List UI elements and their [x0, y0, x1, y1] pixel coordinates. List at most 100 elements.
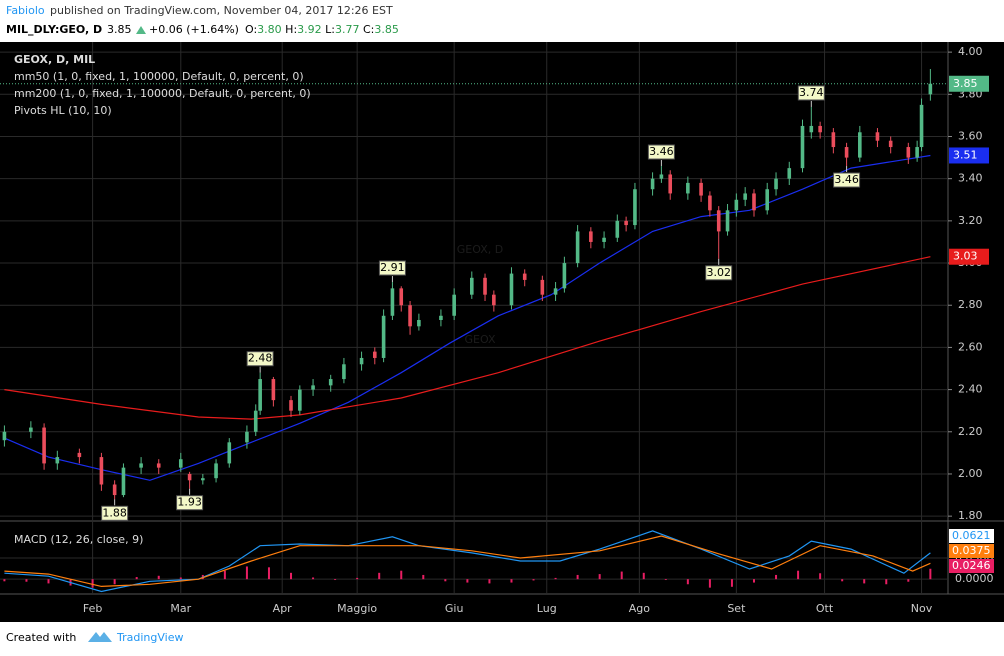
price-label-box	[949, 75, 989, 92]
histogram-bar	[267, 567, 270, 580]
histogram-bar	[752, 579, 755, 583]
candle-body	[589, 231, 593, 242]
candle-body	[686, 182, 690, 194]
pivot-label: 3.02	[706, 266, 731, 279]
ohlc-value: 3.77	[335, 23, 360, 36]
x-tick-label: Ago	[629, 602, 651, 615]
candle-body	[201, 478, 205, 481]
price-label: 3.03	[953, 250, 978, 263]
legend-title: GEOX, D, MIL	[14, 53, 95, 66]
legend-entry: Pivots HL (10, 10)	[14, 104, 112, 117]
y-tick-label: 4.00	[958, 45, 983, 58]
histogram-bar	[444, 579, 447, 582]
candle-body	[540, 279, 545, 295]
pivot-box	[797, 85, 825, 101]
candle-body	[381, 315, 386, 358]
ohlc-label: H:	[285, 23, 297, 36]
pivot-label: 1.93	[177, 496, 202, 509]
histogram-bar	[157, 575, 160, 580]
candle-body	[112, 484, 117, 496]
ohlc-label: L:	[325, 23, 335, 36]
candle-body	[668, 174, 673, 194]
histogram-bar	[312, 577, 315, 580]
candle-body	[743, 193, 747, 200]
x-tick-label: Apr	[273, 602, 293, 615]
pivot-box	[101, 505, 129, 521]
chart-area	[0, 42, 1004, 622]
candle-body	[469, 277, 474, 295]
watermark: GEOX, D	[457, 243, 503, 256]
candle-body	[245, 431, 249, 443]
symbol: MIL_DLY:GEO, D	[6, 23, 102, 36]
legend-entry: mm200 (1, 0, fixed, 1, 100000, Default, …	[14, 87, 311, 100]
price-label: 3.85	[953, 77, 978, 90]
candle-body	[289, 400, 293, 411]
y-tick-label: 2.80	[958, 298, 983, 311]
candle-body	[42, 427, 46, 464]
ohlc-label: C:	[363, 23, 374, 36]
candle-body	[858, 132, 862, 158]
series-line	[4, 154, 931, 481]
x-tick-label: Mar	[170, 602, 191, 615]
candle-body	[800, 125, 805, 169]
candle-body	[99, 457, 104, 485]
histogram-bar	[532, 579, 535, 581]
up-arrow	[136, 26, 146, 34]
histogram-bar	[378, 572, 381, 580]
series-line	[4, 256, 931, 420]
x-tick-label: Nov	[911, 602, 933, 615]
candle-body	[818, 125, 822, 133]
candle-body	[809, 125, 814, 133]
candle-body	[408, 305, 412, 327]
y-tick-label: 3.40	[958, 172, 983, 185]
ohlc-label: O:	[245, 23, 257, 36]
value-label: 0.0246	[952, 559, 991, 572]
candle-body	[483, 277, 487, 295]
x-tick-label: Giu	[445, 602, 464, 615]
x-tick-label: Set	[727, 602, 746, 615]
candle-body	[77, 452, 82, 458]
histogram-bar	[929, 568, 932, 580]
candle-body	[915, 147, 919, 158]
candle-body	[650, 178, 655, 190]
candle-body	[439, 315, 443, 320]
pivot-box	[176, 495, 204, 511]
candle-body	[55, 457, 60, 464]
x-tick-label: Lug	[537, 602, 557, 615]
candle-body	[633, 189, 637, 226]
author[interactable]: Fabiolo	[6, 4, 45, 17]
price-label: 3.51	[953, 148, 978, 161]
candle-body	[253, 410, 258, 432]
candle-body	[919, 104, 924, 148]
brand[interactable]: TradingView	[116, 631, 183, 644]
price-panel: GEOX, D GEOX 2.48 2.91 3.46 3.74 1.88 1.93 3.02 3…	[0, 42, 948, 521]
pivot-label: 3.46	[649, 145, 674, 158]
candle-body	[708, 195, 712, 211]
candle-body	[298, 389, 302, 411]
candle-body	[765, 189, 770, 211]
candle-body	[553, 288, 558, 295]
axes: 1.802.002.202.402.602.803.003.203.403.60…	[83, 45, 994, 615]
candle-body	[258, 379, 262, 411]
candle-body	[575, 231, 580, 264]
candle-body	[624, 220, 628, 226]
candle-body	[509, 273, 514, 306]
value-label-box	[949, 529, 994, 543]
histogram-bar	[223, 570, 226, 580]
candle-body	[2, 431, 7, 441]
histogram-bar	[841, 579, 844, 582]
histogram-bar	[554, 577, 557, 580]
histogram-bar	[797, 570, 800, 580]
histogram-bar	[598, 574, 601, 580]
candle-body	[399, 288, 404, 306]
candle-body	[227, 442, 232, 464]
pivot-box	[833, 172, 861, 188]
price-label-box	[949, 248, 989, 265]
x-tick-label: Feb	[83, 602, 102, 615]
candle-body	[417, 319, 421, 327]
histogram-bar	[488, 579, 491, 584]
value-label-box	[949, 559, 994, 573]
y-tick-label: 2.00	[958, 467, 983, 480]
histogram-bar	[334, 579, 337, 581]
